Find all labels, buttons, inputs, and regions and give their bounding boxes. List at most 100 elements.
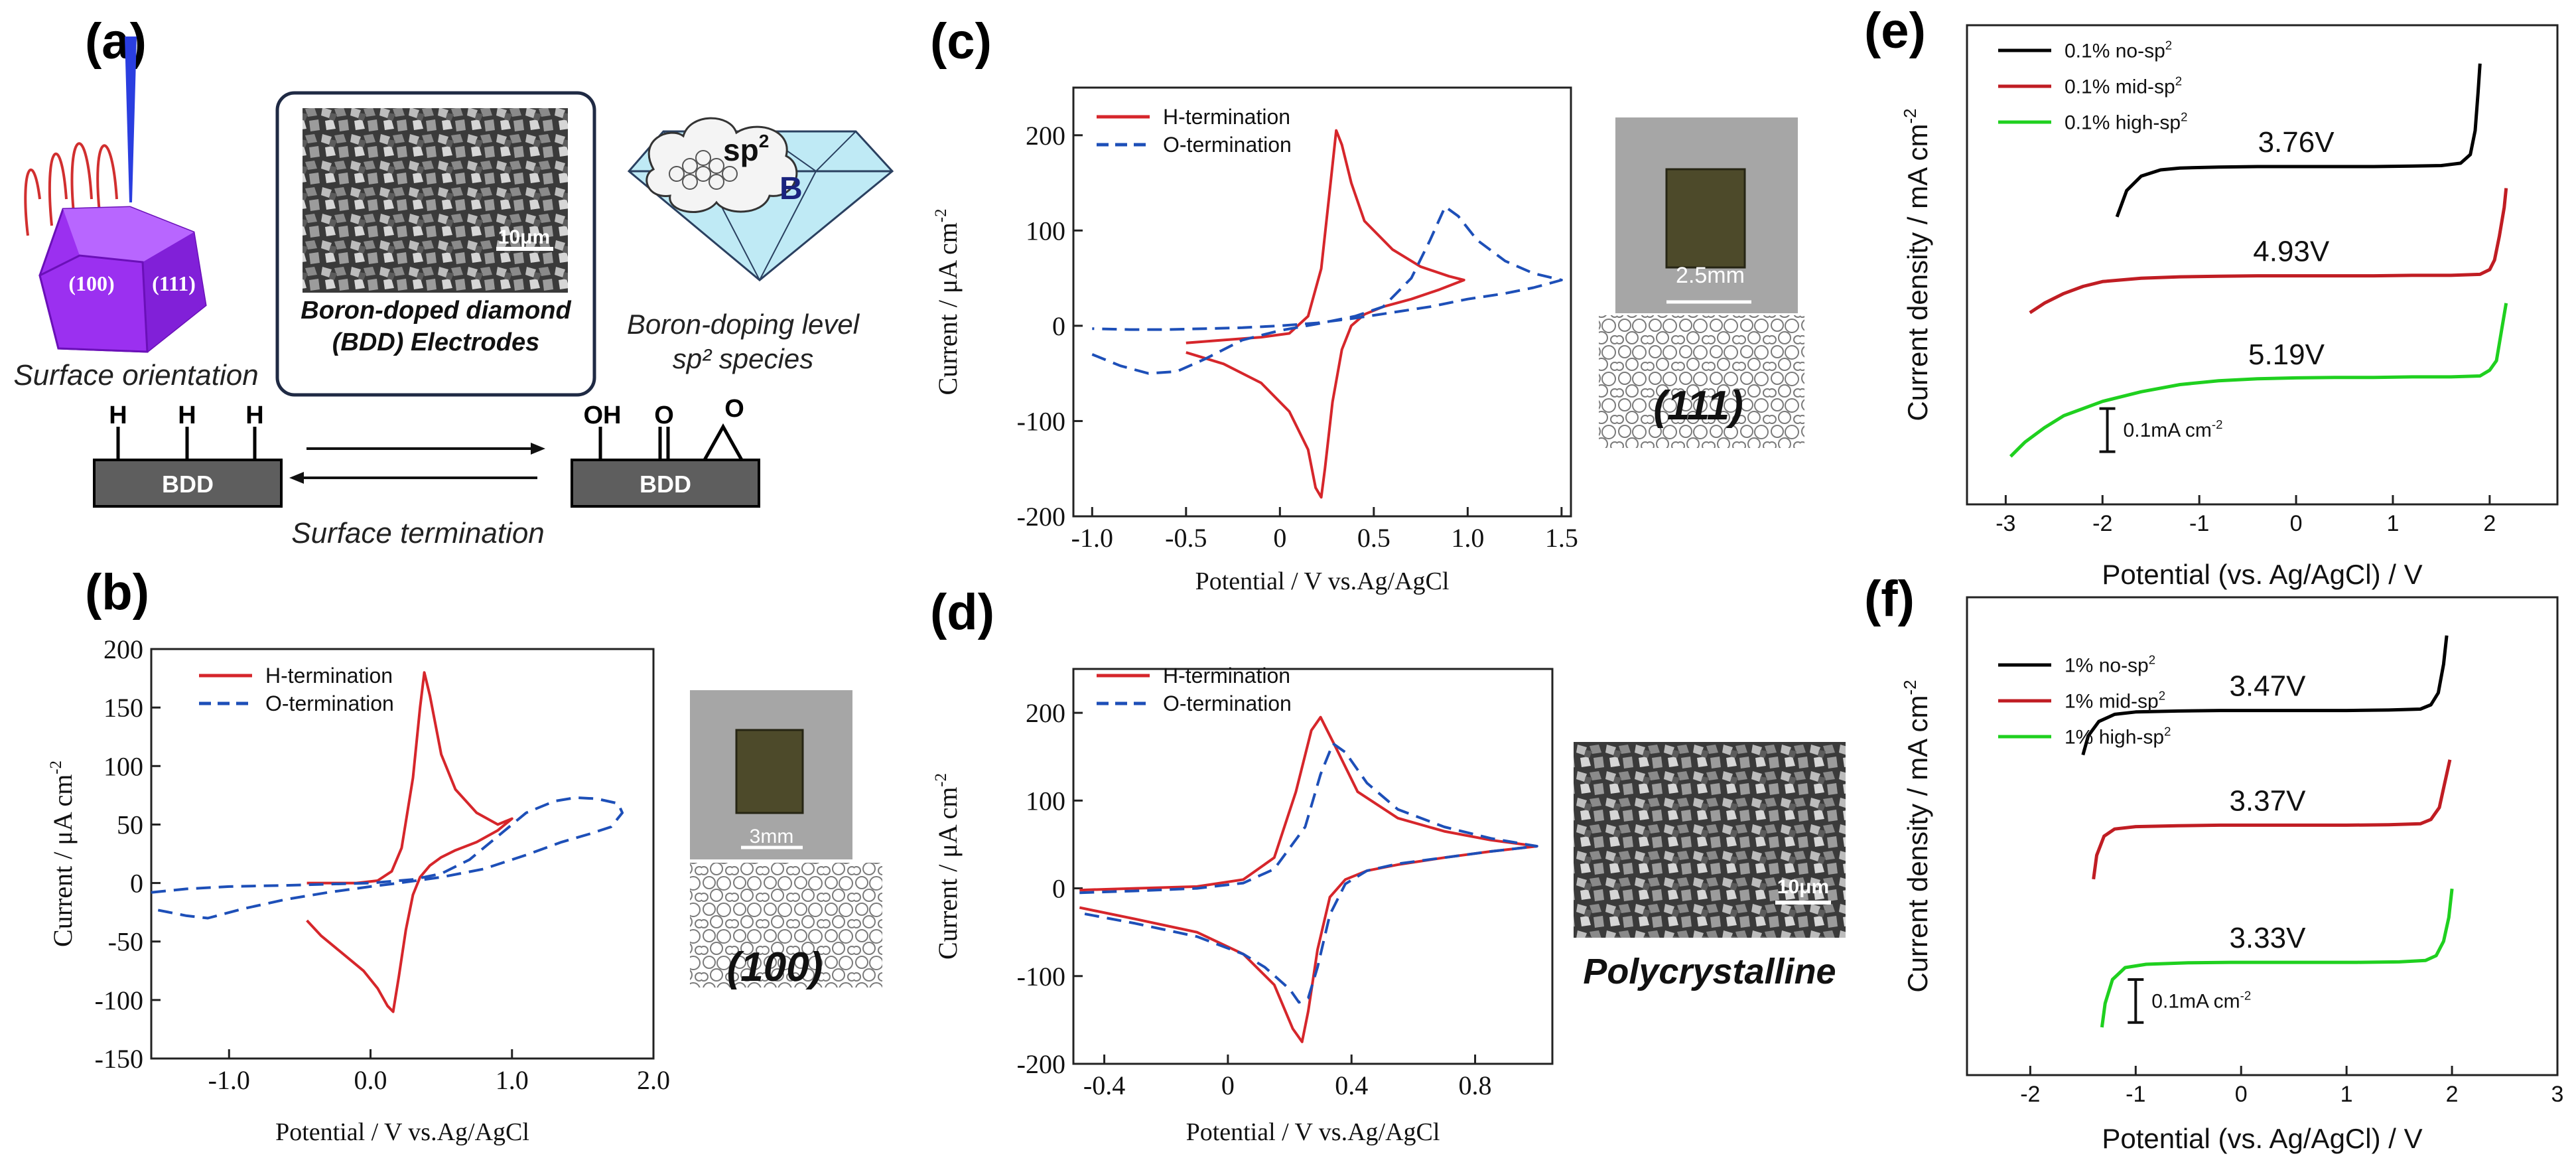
plot-frame	[1966, 24, 2559, 506]
h-atom-2: H	[178, 402, 196, 429]
sem-scale-label: 10μm	[498, 226, 550, 248]
chart-d: -0.4 0 0.4 0.8 -200 -100 0 100 200 Potential / V …	[932, 664, 1554, 1146]
series-line-1	[2092, 759, 2452, 880]
x-tick-label: 1.5	[1545, 523, 1578, 553]
y-tick-label: 0	[1052, 311, 1065, 341]
inset-b: 3mm (100)	[690, 690, 882, 990]
x-tick-label: 1.0	[496, 1065, 529, 1095]
window-label-0: 3.76V	[2258, 126, 2335, 159]
y-axis-label: Current / μA cm-2	[47, 761, 78, 947]
series-line-1	[2029, 188, 2508, 315]
legend-label-0: 1% no-sp2	[2065, 653, 2155, 677]
panel-label-d: (d)	[930, 584, 994, 640]
h-terminated-surface: H H H BDD	[93, 402, 283, 508]
crystal-illustration: (100) (111)	[24, 37, 207, 353]
legend-label-0: H-termination	[1163, 105, 1290, 129]
y-tick-label: -150	[95, 1044, 143, 1074]
series-line-1	[151, 796, 624, 920]
plot-frame	[1072, 86, 1572, 518]
tunneling-curves	[24, 142, 118, 236]
legend-label-0: H-termination	[1163, 664, 1290, 688]
x-tick-label: -0.4	[1083, 1070, 1125, 1100]
x-tick-label: 0.0	[354, 1065, 387, 1095]
panel-label-f: (f)	[1864, 571, 1915, 627]
y-tick-label: -100	[95, 986, 143, 1015]
legend-label-1: O-termination	[1163, 133, 1292, 157]
x-tick-label: -2	[2092, 511, 2112, 536]
series-line-0	[2081, 635, 2449, 756]
x-axis-label: Potential / V vs.Ag/AgCl	[275, 1118, 529, 1146]
x-tick-label: 0	[1221, 1070, 1235, 1100]
series-line-0	[1079, 715, 1538, 1043]
inset-b-scale: 3mm	[750, 826, 794, 847]
legend-label-0: 0.1% no-sp2	[2065, 38, 2172, 62]
sp2-label: sp2	[723, 131, 769, 167]
chart-c: -1.0 -0.5 0 0.5 1.0 1.5 -200 -100 0 100 200 Potenti…	[932, 86, 1578, 595]
legend-label-1: 1% mid-sp2	[2065, 689, 2165, 713]
y-tick-label: 50	[117, 810, 143, 840]
x-tick-label: -1	[2189, 511, 2209, 536]
chart-f: -2 -1 0 1 2 3 Potential (vs. Ag/AgCl) / V Curre…	[1900, 596, 2563, 1154]
x-tick-label: -0.5	[1165, 523, 1207, 553]
x-tick-label: 0.8	[1459, 1070, 1492, 1100]
legend-label-1: O-termination	[1163, 692, 1292, 715]
y-axis-label: Current density / mA cm-2	[1900, 108, 1933, 421]
h-atom-1: H	[109, 402, 127, 429]
x-tick-label: 0	[1273, 523, 1286, 553]
x-axis-label: Potential (vs. Ag/AgCl) / V	[2102, 559, 2422, 590]
doping-label-line1: Boron-doping level	[627, 309, 860, 340]
inset-c-scale: 2.5mm	[1676, 263, 1745, 288]
inset-d-caption: Polycrystalline	[1583, 952, 1836, 991]
h-atom-3: H	[245, 402, 263, 429]
series-line-0	[2115, 63, 2482, 218]
series-line-2	[2009, 303, 2508, 458]
legend-label-2: 1% high-sp2	[2065, 725, 2171, 749]
carbonyl-o: O	[654, 402, 674, 429]
y-axis-label: Current / μA cm-2	[932, 773, 963, 960]
x-axis-label: Potential / V vs.Ag/AgCl	[1186, 1118, 1440, 1146]
x-tick-label: 2	[2446, 1082, 2459, 1107]
x-tick-label: -3	[1996, 511, 2015, 536]
bdd-block-o: BDD	[640, 471, 691, 498]
bdd-title-line1: Boron-doped diamond	[301, 297, 571, 325]
y-tick-label: -200	[1017, 502, 1065, 532]
inset-b-caption: (100)	[727, 944, 823, 990]
scale-bar-label: 0.1mA cm-2	[2124, 417, 2223, 441]
inset-d-sem	[1574, 742, 1846, 938]
plot-frame	[1072, 668, 1554, 1065]
window-label-1: 4.93V	[2253, 236, 2330, 268]
y-tick-label: 200	[1026, 121, 1065, 151]
y-tick-label: 200	[103, 634, 143, 664]
facet-100-label: (100)	[68, 271, 114, 295]
legend-label-2: 0.1% high-sp2	[2065, 110, 2187, 134]
inset-c: 2.5mm (111)	[1599, 117, 1804, 448]
surface-termination-label: Surface termination	[291, 517, 545, 549]
x-tick-label: 0	[2235, 1082, 2248, 1107]
inset-b-lattice	[690, 863, 882, 987]
o-terminated-surface: OH O O BDD	[571, 395, 760, 508]
series-line-0	[306, 671, 513, 1013]
window-label-2: 3.33V	[2229, 922, 2306, 954]
x-tick-label: -1.0	[1071, 523, 1113, 553]
x-tick-label: 1	[2387, 511, 2400, 536]
surface-orientation-label: Surface orientation	[13, 359, 258, 392]
plot-frame	[150, 648, 655, 1060]
panel-label-c: (c)	[930, 13, 992, 70]
x-tick-label: 0.5	[1357, 523, 1390, 553]
oh-group: OH	[584, 402, 622, 429]
y-tick-label: 150	[103, 693, 143, 723]
y-tick-label: 0	[130, 869, 143, 899]
plot-frame	[1966, 596, 2559, 1076]
y-tick-label: -200	[1017, 1049, 1065, 1079]
y-tick-label: 200	[1026, 698, 1065, 728]
series-line-1	[1091, 205, 1563, 375]
y-tick-label: 100	[1026, 216, 1065, 246]
x-tick-label: 1.0	[1451, 523, 1484, 553]
bdd-block-h: BDD	[162, 471, 214, 498]
arrow-back-head-icon	[289, 472, 304, 484]
legend-label-0: H-termination	[265, 664, 393, 688]
series-line-0	[1186, 129, 1465, 499]
y-tick-label: 0	[1052, 874, 1065, 904]
afm-tip-icon	[125, 37, 137, 202]
